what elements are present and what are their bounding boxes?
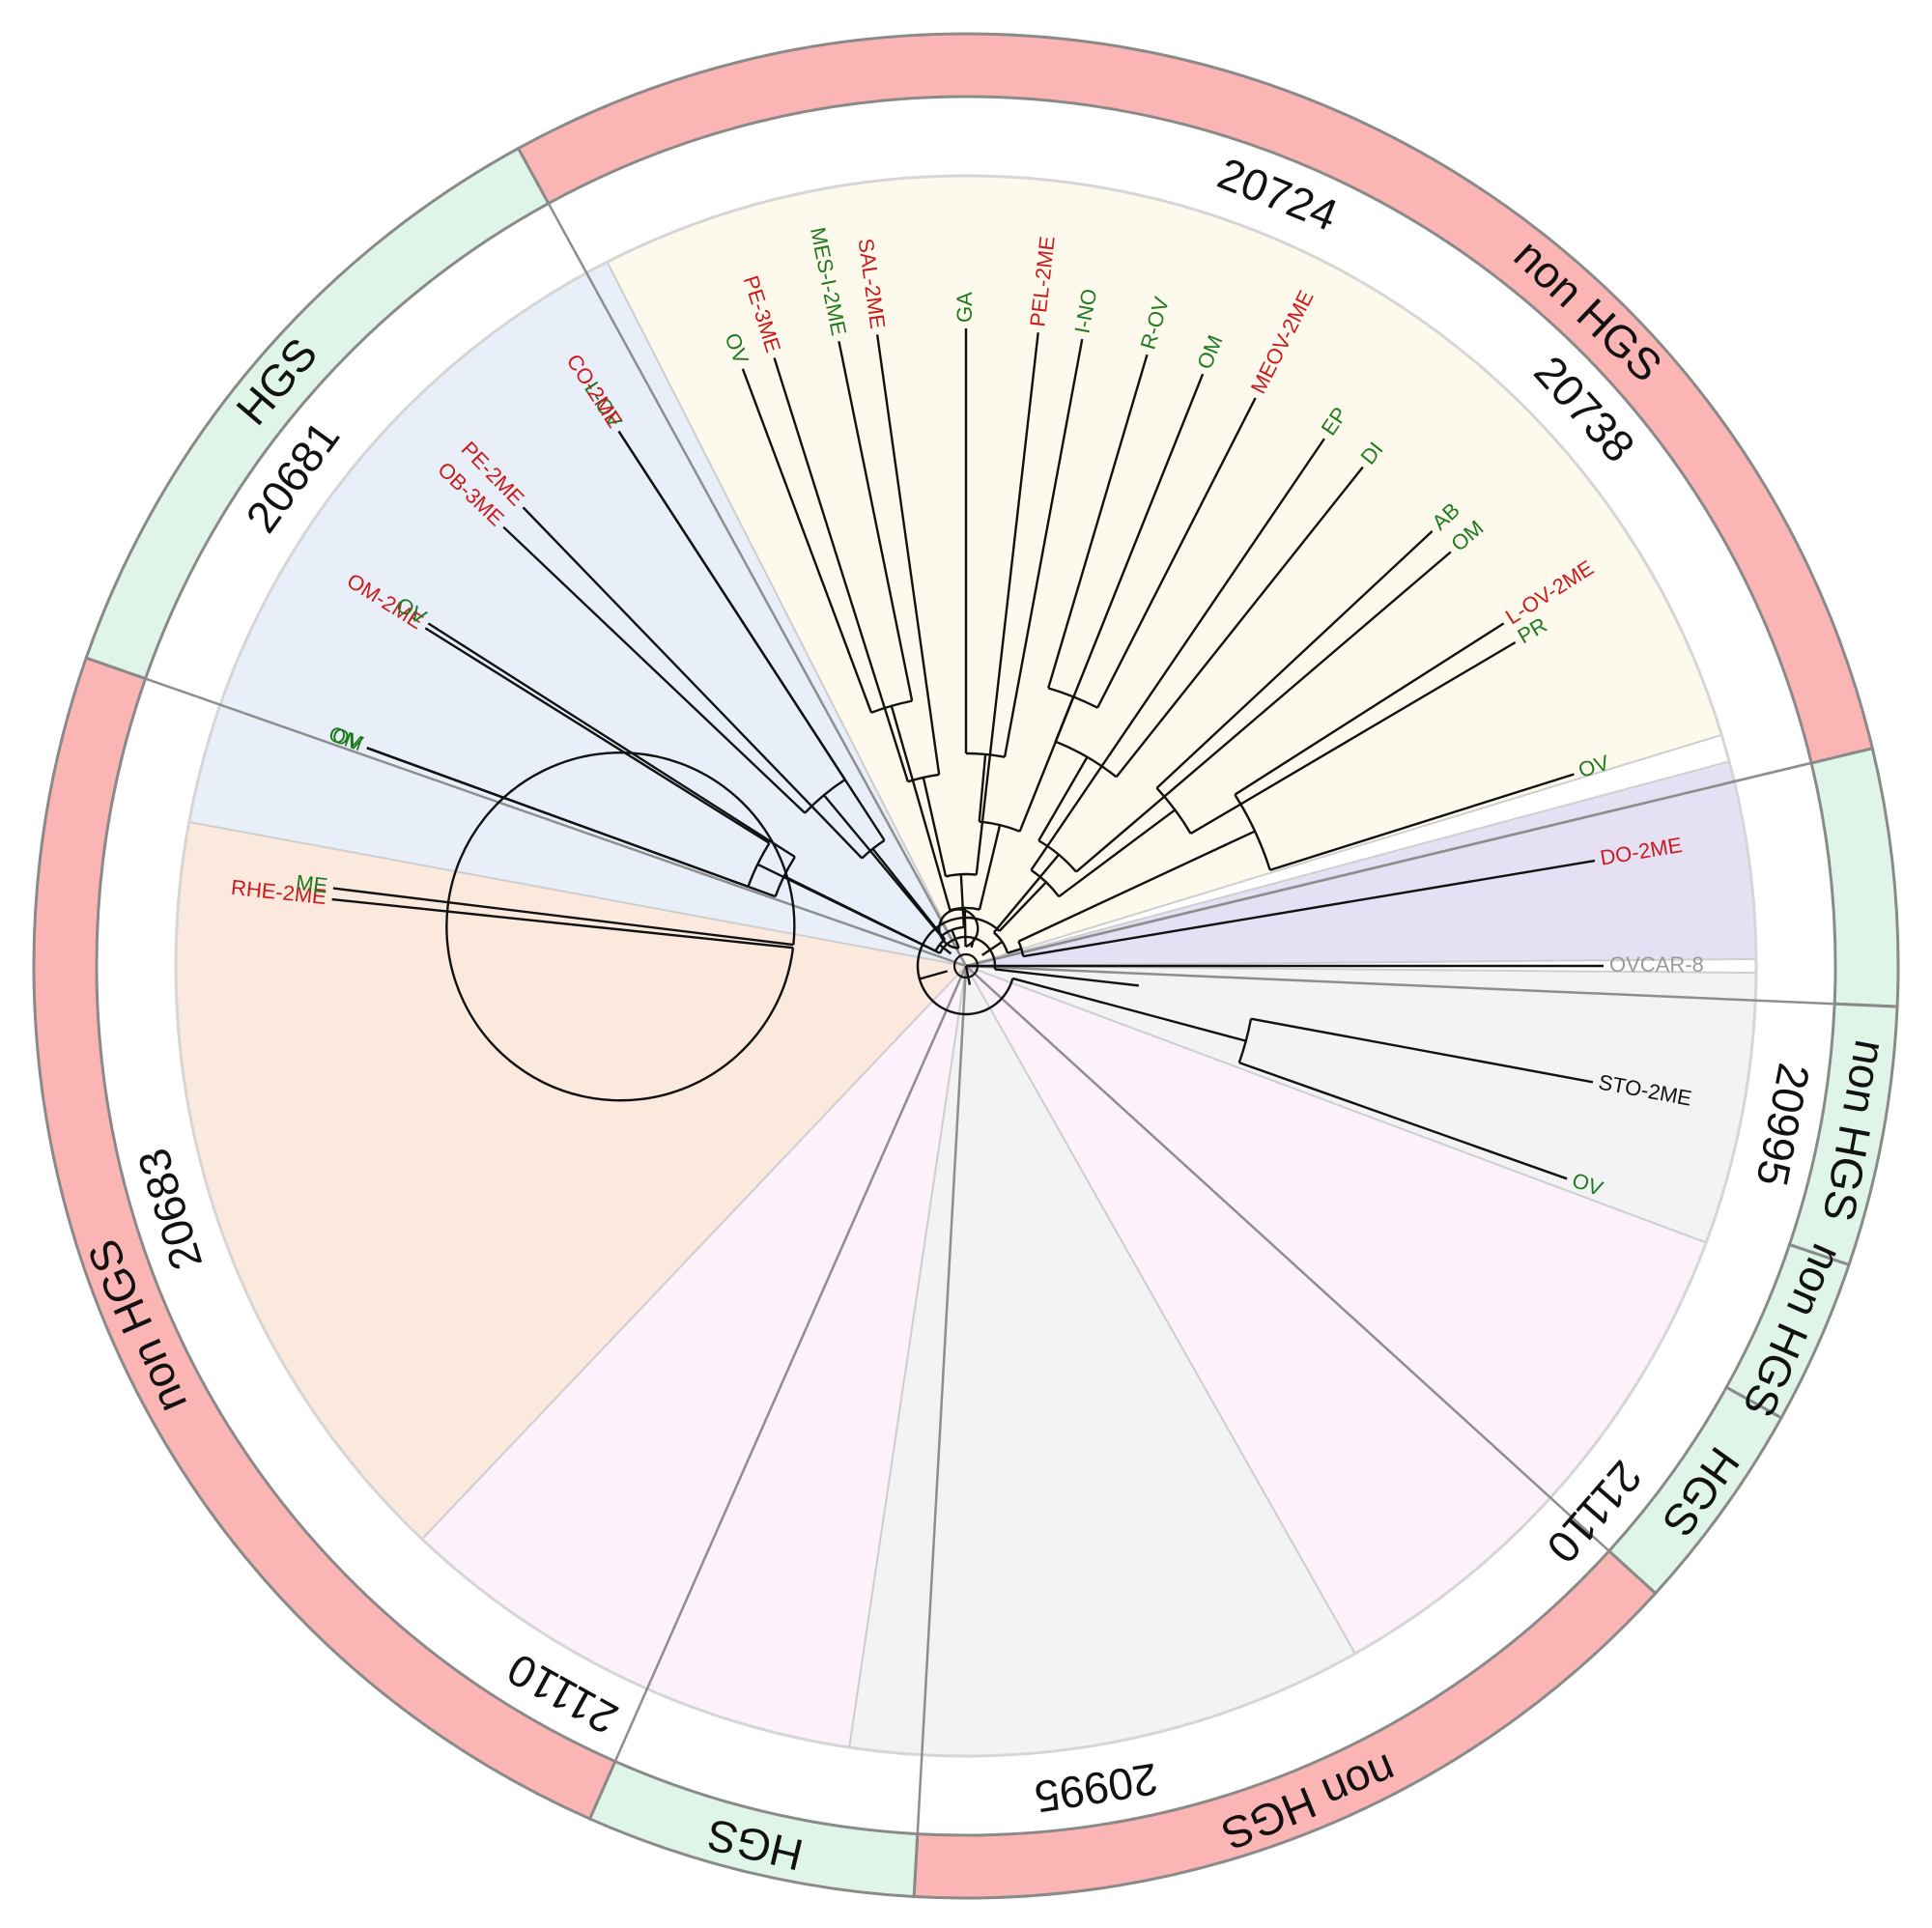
sector-divider xyxy=(547,202,968,967)
tree-branch xyxy=(1075,551,1452,873)
tree-branch xyxy=(978,824,1002,910)
tree-branch xyxy=(741,368,873,714)
outer-ring-segment xyxy=(516,32,1875,765)
tree-branch xyxy=(617,430,886,841)
root-node xyxy=(952,952,980,979)
tree-branch xyxy=(838,341,914,701)
tree-branch xyxy=(502,525,806,814)
tree-branch xyxy=(1155,530,1434,789)
tree-branch xyxy=(963,907,967,948)
outgroup-label: OVCAR-8 xyxy=(1609,952,1704,977)
tree-arc xyxy=(938,908,980,950)
tree-branch xyxy=(871,847,947,941)
tree-branch xyxy=(1238,1062,1568,1180)
leaf-label: GA xyxy=(952,292,977,323)
tree-branch xyxy=(1250,1017,1594,1084)
tree-branch xyxy=(823,794,943,938)
tree-branch xyxy=(890,705,952,911)
sector-divider xyxy=(613,965,968,1762)
tree-arc xyxy=(934,938,946,952)
tree-branch xyxy=(1115,466,1364,779)
tree-arc xyxy=(861,838,886,860)
tree-branch xyxy=(922,777,948,877)
tree-branch xyxy=(773,357,910,782)
leaf-label: ME xyxy=(295,870,329,898)
patient-id-label: 20995 xyxy=(1032,1754,1161,1823)
tree-branch xyxy=(332,887,794,947)
tree-branch xyxy=(331,897,794,950)
tree-branch xyxy=(427,622,796,859)
tree-branch xyxy=(1269,773,1575,871)
tree-branch xyxy=(980,941,1004,956)
sector-divider xyxy=(965,761,1812,968)
sector-divider xyxy=(145,677,967,968)
patient-sectors xyxy=(145,174,1835,1834)
tree-branch xyxy=(992,854,1060,934)
patient-id-label: 20995 xyxy=(1747,1060,1819,1190)
tree-arc xyxy=(445,751,796,1102)
tree-branch xyxy=(783,875,937,952)
tree-branch xyxy=(1022,859,1596,958)
tree-branches xyxy=(331,328,1604,1180)
tree-arc xyxy=(1237,1018,1253,1063)
sector-boundary-circle xyxy=(174,174,1758,1758)
tree-branch xyxy=(1030,438,1325,871)
outer-ring-segment xyxy=(1809,746,1900,1008)
tree-branch xyxy=(1011,977,1247,1042)
outer-ring xyxy=(32,32,1900,1900)
tree-branch xyxy=(919,970,949,980)
tree-branch xyxy=(994,968,1139,987)
tree-branch xyxy=(1234,622,1505,796)
tree-arc xyxy=(1234,794,1271,871)
sector-divider xyxy=(965,965,1610,1552)
tree-branch xyxy=(366,747,777,898)
tree-branch xyxy=(1007,948,1022,954)
tree-branch xyxy=(938,944,952,955)
tree-arc xyxy=(1017,941,1025,957)
tree-branch xyxy=(1018,373,1205,833)
non-hgs-label: non HGS xyxy=(1505,229,1672,391)
tree-branch xyxy=(875,334,941,776)
tree-branch xyxy=(424,627,771,844)
tree-arc xyxy=(1055,740,1118,779)
tree-branch xyxy=(1003,338,1084,757)
tree-branch xyxy=(522,506,864,860)
tree-branch xyxy=(1017,830,1256,943)
tree-branch xyxy=(1190,640,1517,835)
tree-branch xyxy=(1047,354,1149,689)
tree-branch xyxy=(998,881,1047,932)
tree-branch xyxy=(964,965,972,985)
tree-branch xyxy=(975,332,1039,875)
sector-divider xyxy=(916,965,968,1834)
tree-branch xyxy=(1058,808,1177,898)
tree-branch xyxy=(1037,756,1089,841)
non-hgs-label: non HGS xyxy=(1215,1744,1404,1860)
tree-branch xyxy=(1096,397,1257,709)
sector-divider xyxy=(965,964,1835,1006)
tree-branch xyxy=(978,753,987,822)
